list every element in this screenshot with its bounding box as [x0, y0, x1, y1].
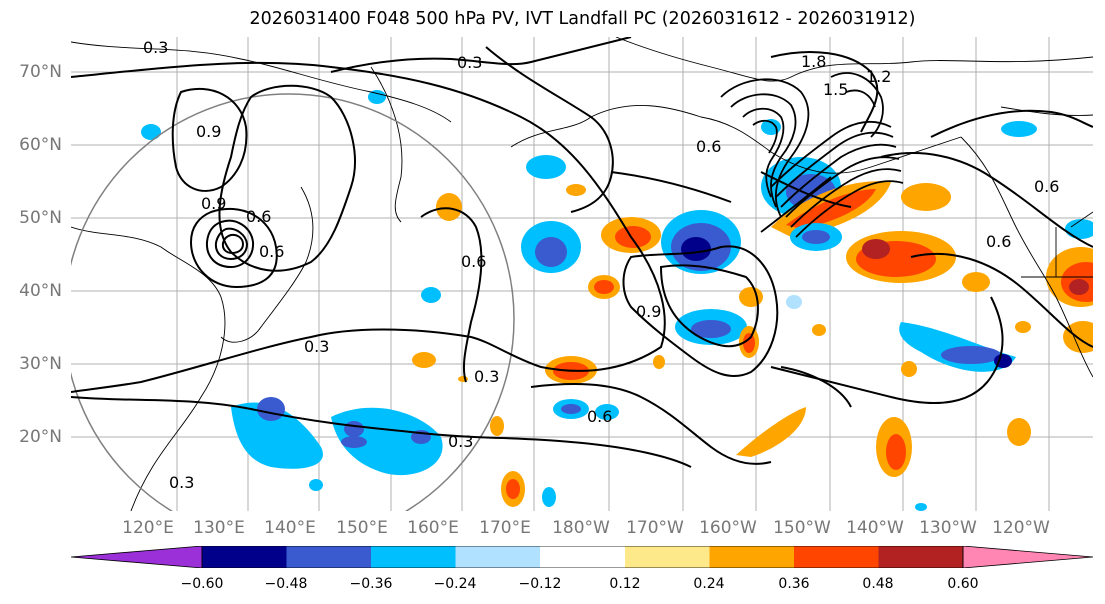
- contour-label: 0.6: [986, 232, 1011, 251]
- range-circle: [71, 93, 515, 511]
- colorbar-bin: [709, 546, 794, 568]
- colorbar-bin: [455, 546, 540, 568]
- contour-label: 0.3: [169, 473, 194, 492]
- colorbar-bin: [878, 546, 963, 568]
- pv-contours: [71, 37, 1093, 468]
- colorbar-tick: 0.36: [778, 576, 810, 592]
- contour-label: 0.9: [196, 122, 221, 141]
- colorbar-tick: 0.24: [693, 576, 725, 592]
- lat-label-50n: 50°N: [19, 208, 62, 228]
- lon-label-180w: 180°W: [552, 518, 610, 538]
- map-canvas: 0.3 0.3 0.3 0.3 0.3 0.3 0.6 0.6 0.6 0.6 …: [71, 37, 1093, 511]
- lon-label-120w: 120°W: [992, 518, 1050, 538]
- contour-label: 0.6: [246, 207, 271, 226]
- lon-label-170e: 170°E: [479, 518, 531, 538]
- lon-label-120e: 120°E: [122, 518, 174, 538]
- colorbar-tick: 0.48: [862, 576, 894, 592]
- colorbar-bin: [286, 546, 371, 568]
- contour-label: 0.6: [587, 407, 612, 426]
- contour-label: 0.6: [259, 242, 284, 261]
- colorbar-tick: −0.60: [180, 576, 224, 592]
- contour-label: 1.5: [823, 80, 848, 99]
- contour-label: 1.2: [866, 67, 891, 86]
- contour-labels: 0.3 0.3 0.3 0.3 0.3 0.3 0.6 0.6 0.6 0.6 …: [143, 38, 1059, 492]
- lon-label-160e: 160°E: [407, 518, 459, 538]
- colorbar-svg: [70, 545, 1094, 569]
- map-title: 2026031400 F048 500 hPa PV, IVT Landfall…: [249, 9, 916, 29]
- contour-label: 0.6: [696, 137, 721, 156]
- colorbar-bin: [625, 546, 710, 568]
- lon-label-140e: 140°E: [264, 518, 316, 538]
- contour-label: 0.3: [457, 53, 482, 72]
- lat-label-20n: 20°N: [19, 427, 62, 447]
- coastlines: [71, 37, 1093, 511]
- lat-label-70n: 70°N: [19, 62, 62, 82]
- colorbar-tick: −0.36: [349, 576, 393, 592]
- colorbar-tick: 0.60: [947, 576, 979, 592]
- colorbar-tick: −0.12: [518, 576, 562, 592]
- colorbar-extend-low: [70, 545, 203, 569]
- contour-label: 0.6: [1034, 177, 1059, 196]
- contour-label: 1.8: [801, 52, 826, 71]
- colorbar-bin: [202, 546, 287, 568]
- contour-label: 0.3: [448, 432, 473, 451]
- colorbar-extend-high: [962, 545, 1094, 569]
- lon-label-170w: 170°W: [626, 518, 684, 538]
- lon-label-160w: 160°W: [699, 518, 757, 538]
- lon-label-130e: 130°E: [193, 518, 245, 538]
- colorbar-bin: [540, 546, 625, 568]
- contour-label: 0.9: [636, 302, 661, 321]
- lon-label-130w: 130°W: [919, 518, 977, 538]
- contour-label: 0.3: [474, 367, 499, 386]
- colorbar: [70, 545, 1095, 572]
- jet-contours: [720, 72, 904, 238]
- colorbar-tick: −0.48: [264, 576, 308, 592]
- contour-label: 0.9: [201, 194, 226, 213]
- contour-label: 0.3: [304, 337, 329, 356]
- lon-label-140w: 140°W: [846, 518, 904, 538]
- colorbar-tick: 0.12: [609, 576, 641, 592]
- contour-label: 0.6: [461, 252, 486, 271]
- contour-label: 0.3: [143, 38, 168, 57]
- shaded-anomalies: [141, 90, 1093, 511]
- colorbar-tick: −0.24: [433, 576, 477, 592]
- lat-label-40n: 40°N: [19, 281, 62, 301]
- colorbar-bin: [371, 546, 456, 568]
- colorbar-bin: [794, 546, 879, 568]
- lat-label-30n: 30°N: [19, 354, 62, 374]
- lat-label-60n: 60°N: [19, 135, 62, 155]
- lon-label-150e: 150°E: [336, 518, 388, 538]
- lon-label-150w: 150°W: [773, 518, 831, 538]
- map-panel[interactable]: 0.3 0.3 0.3 0.3 0.3 0.3 0.6 0.6 0.6 0.6 …: [71, 37, 1093, 511]
